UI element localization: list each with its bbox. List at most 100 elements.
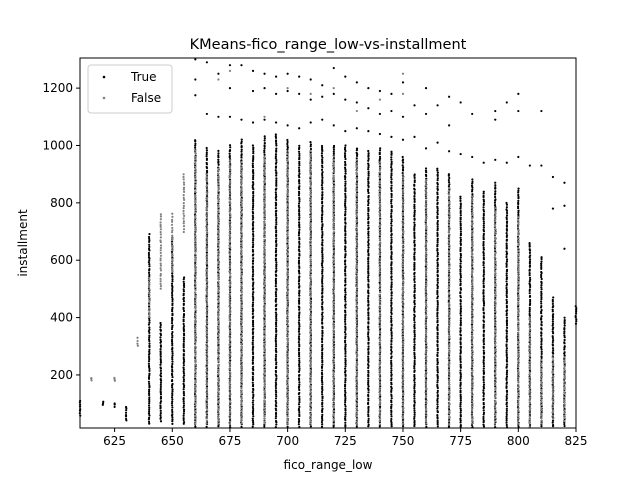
scatter-point <box>297 269 301 272</box>
scatter-point <box>447 185 451 188</box>
scatter-point <box>471 193 474 196</box>
scatter-point <box>459 258 462 261</box>
scatter-point <box>436 195 439 199</box>
scatter-point <box>321 193 324 196</box>
scatter-point <box>194 377 197 380</box>
scatter-point <box>321 160 324 163</box>
scatter-point <box>148 237 151 240</box>
scatter-point <box>482 394 485 398</box>
scatter-point <box>367 200 370 203</box>
scatter-point <box>182 288 185 291</box>
scatter-point <box>436 289 439 293</box>
scatter-point <box>170 316 174 320</box>
scatter-point <box>505 211 509 215</box>
scatter-point <box>551 302 554 306</box>
scatter-point <box>194 370 197 374</box>
scatter-point <box>240 145 243 148</box>
scatter-point <box>252 315 255 318</box>
scatter-point <box>205 370 208 373</box>
scatter-point <box>436 207 439 210</box>
scatter-point <box>413 213 416 216</box>
scatter-point <box>459 272 462 275</box>
scatter-point <box>252 281 255 284</box>
scatter-point <box>528 282 531 285</box>
scatter-point <box>344 245 347 248</box>
scatter-point <box>194 391 197 394</box>
scatter-point <box>367 283 370 286</box>
scatter-point <box>206 253 209 256</box>
scatter-point <box>436 365 439 369</box>
scatter-point <box>194 330 197 333</box>
scatter-point <box>344 226 347 230</box>
scatter-point <box>367 166 370 169</box>
scatter-point <box>563 424 566 428</box>
scatter-point <box>482 216 485 219</box>
scatter-point <box>321 317 324 320</box>
scatter-point <box>459 262 462 265</box>
scatter-point <box>148 393 151 397</box>
scatter-point <box>552 339 555 342</box>
scatter-point <box>413 305 416 308</box>
scatter-point <box>505 326 509 329</box>
scatter-point <box>148 398 151 401</box>
scatter-point <box>297 335 301 338</box>
scatter-point <box>182 336 185 339</box>
scatter-point <box>528 248 531 251</box>
scatter-point <box>182 204 185 207</box>
scatter-point <box>321 308 324 311</box>
scatter-point <box>182 422 185 425</box>
scatter-point <box>505 386 508 389</box>
scatter-point <box>182 390 185 394</box>
scatter-point <box>505 214 509 217</box>
scatter-point <box>205 188 209 191</box>
scatter-point <box>343 160 347 164</box>
scatter-point <box>159 244 163 247</box>
scatter-point <box>367 238 370 242</box>
scatter-point <box>251 417 254 420</box>
scatter-point <box>343 341 347 344</box>
scatter-point <box>159 228 163 231</box>
scatter-point <box>366 189 370 193</box>
scatter-point <box>540 327 543 330</box>
scatter-point <box>528 241 531 245</box>
scatter-point <box>205 291 208 294</box>
scatter-point <box>344 206 347 209</box>
scatter-point <box>436 279 439 282</box>
scatter-point <box>321 174 324 178</box>
scatter-point <box>159 400 163 403</box>
scatter-point <box>436 292 439 296</box>
scatter-point <box>275 317 278 320</box>
scatter-point <box>390 178 393 181</box>
scatter-point <box>413 399 416 403</box>
scatter-point <box>182 318 185 321</box>
scatter-point <box>159 218 162 221</box>
scatter-point <box>217 312 220 315</box>
scatter-point <box>344 347 347 350</box>
scatter-point <box>298 265 301 268</box>
scatter-point <box>170 386 174 389</box>
scatter-point <box>390 184 393 187</box>
scatter-point <box>251 355 255 358</box>
scatter-point <box>390 195 393 199</box>
scatter-point <box>390 294 393 297</box>
scatter-point <box>298 162 301 165</box>
scatter-point <box>217 365 220 368</box>
scatter-point <box>413 395 416 398</box>
scatter-point <box>251 331 255 334</box>
scatter-point <box>321 334 324 337</box>
scatter-point <box>251 295 254 298</box>
scatter-point <box>367 357 370 360</box>
scatter-point <box>321 407 324 410</box>
scatter-point <box>459 419 462 422</box>
scatter-point <box>482 206 485 209</box>
scatter-point <box>298 354 301 358</box>
scatter-point <box>182 412 185 415</box>
scatter-point <box>344 192 347 195</box>
scatter-point <box>390 312 393 316</box>
scatter-point <box>344 333 347 336</box>
scatter-point <box>147 412 151 415</box>
scatter-point <box>182 352 185 356</box>
scatter-point <box>252 190 255 194</box>
scatter-point <box>148 321 151 324</box>
scatter-point <box>297 259 301 262</box>
